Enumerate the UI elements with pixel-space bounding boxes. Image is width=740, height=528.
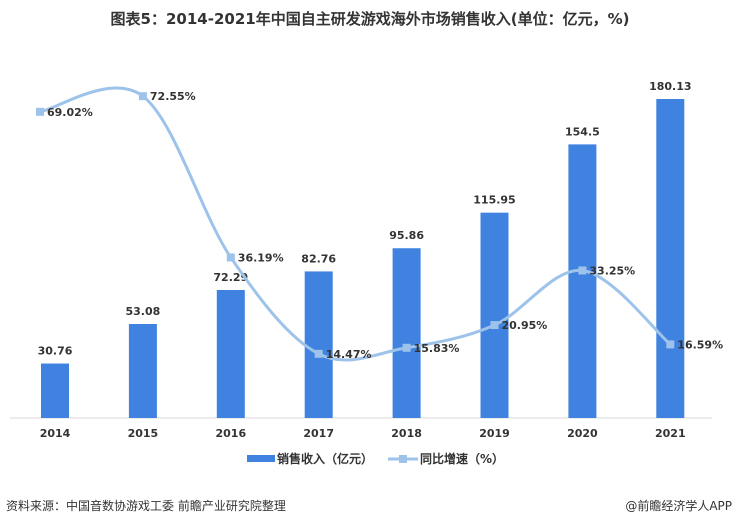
growth-label: 15.83% [414, 342, 460, 355]
legend-line-marker [399, 455, 407, 463]
growth-marker-2016 [226, 253, 235, 262]
x-tick-label: 2019 [479, 427, 510, 440]
source-note: 资料来源：中国音数协游戏工委 前瞻产业研究院整理 [6, 499, 286, 513]
bar-2014 [41, 363, 69, 418]
bar-2020 [568, 144, 597, 418]
chart-title: 图表5：2014-2021年中国自主研发游戏海外市场销售收入(单位：亿元，%) [110, 10, 630, 28]
x-tick-label: 2020 [567, 427, 598, 440]
x-tick-label: 2015 [128, 427, 159, 440]
bar-label: 180.13 [649, 80, 691, 93]
bar-2017 [304, 271, 333, 418]
bar-label: 72.29 [213, 271, 248, 284]
growth-marker-2021 [666, 340, 675, 349]
x-tick-label: 2016 [215, 427, 246, 440]
legend-line-label: 同比增速（%） [420, 451, 504, 466]
growth-line [39, 86, 672, 362]
bar-label: 82.76 [301, 252, 336, 265]
growth-marker-2014 [36, 107, 44, 116]
growth-label: 20.95% [502, 319, 548, 332]
growth-marker-2019 [490, 321, 499, 330]
bar-2018 [392, 248, 421, 418]
growth-label: 72.55% [150, 90, 196, 103]
growth-label: 14.47% [326, 348, 372, 361]
growth-label: 36.19% [238, 251, 284, 264]
bar-label: 30.76 [38, 345, 73, 358]
bar-2019 [480, 212, 509, 418]
legend-bar-swatch [247, 455, 275, 462]
growth-marker-2020 [578, 266, 587, 275]
x-tick-label: 2021 [655, 427, 686, 440]
legend-bar-label: 销售收入（亿元） [277, 451, 373, 466]
bar-label: 154.5 [565, 125, 600, 138]
growth-label: 33.25% [589, 265, 635, 278]
bar-label: 95.86 [389, 229, 424, 242]
x-tick-label: 2014 [40, 427, 71, 440]
bar-label: 53.08 [126, 305, 161, 318]
bar-2015 [128, 323, 157, 418]
growth-marker-2017 [314, 349, 323, 358]
bar-label: 115.95 [473, 194, 515, 207]
growth-marker-2018 [402, 343, 411, 352]
bar-2021 [656, 99, 685, 418]
growth-marker-2015 [138, 92, 147, 101]
x-tick-label: 2017 [303, 427, 334, 440]
x-tick-label: 2018 [391, 427, 422, 440]
bar-2016 [216, 289, 245, 418]
credit: @前瞻经济学人APP [625, 499, 732, 513]
growth-label: 16.59% [677, 338, 723, 351]
growth-label: 69.02% [47, 106, 93, 119]
